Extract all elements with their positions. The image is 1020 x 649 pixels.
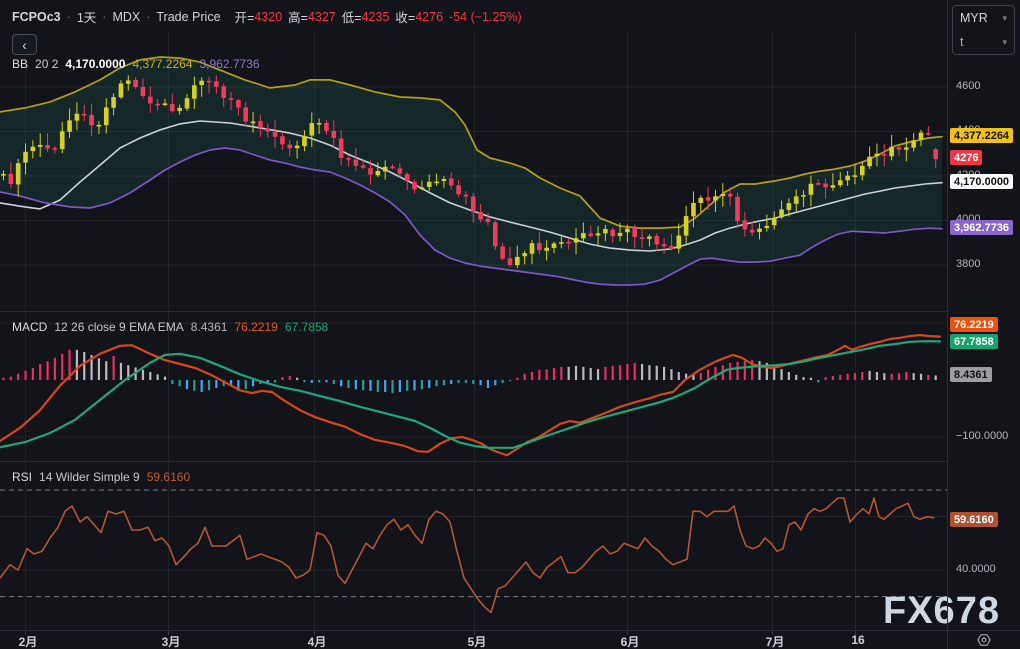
chevron-down-icon: ▾ — [1002, 12, 1007, 23]
pane-dividers — [0, 311, 947, 462]
watermark: FX678 — [883, 590, 1000, 632]
macd-hist-value: 8.4361 — [190, 320, 228, 334]
open-label: 开= — [234, 11, 255, 25]
rsi-line — [0, 497, 935, 614]
macd-legend: MACD 12 26 close 9 EMA EMA 8.4361 76.221… — [12, 320, 328, 334]
time-tick-label: 16 — [851, 633, 865, 647]
close-value: 4276 — [415, 9, 444, 24]
bb-lower-value: 3,962.7736 — [199, 57, 260, 71]
price-axis[interactable]: MYR ▾ t ▾ 46004400420040003800−100.00004… — [947, 0, 1020, 630]
close-label: 收= — [395, 11, 416, 25]
price-tick-label: −100.0000 — [956, 430, 1009, 442]
unit-label: t — [960, 35, 964, 49]
time-tick-label: 6月 — [620, 635, 640, 649]
time-tick-mark — [772, 631, 773, 635]
bb-basis-value: 4,170.0000 — [65, 57, 126, 71]
currency-label: MYR — [960, 11, 988, 25]
bb-basis-badge: 4,170.0000 — [950, 174, 1014, 189]
time-tick-mark — [168, 631, 169, 635]
high-value: 4327 — [307, 9, 336, 24]
bb-legend: BB 20 2 4,170.0000 4,377.2264 3,962.7736 — [12, 57, 260, 71]
rsi-legend-title: RSI — [12, 470, 33, 484]
rsi-legend-params: 14 Wilder Simple 9 — [39, 470, 140, 484]
macd-signal-badge: 67.7858 — [950, 334, 998, 349]
time-tick-mark — [855, 631, 856, 635]
exchange-label: MDX — [112, 9, 141, 24]
bb-upper-badge: 4,377.2264 — [950, 128, 1014, 143]
time-tick-label: 2月 — [18, 635, 38, 649]
axis-settings-button[interactable] — [947, 631, 1020, 649]
separator-dot: · — [66, 9, 71, 24]
open-value: 4320 — [254, 9, 283, 24]
rsi-value: 59.6160 — [146, 470, 191, 484]
symbol-name: FCPOc3 — [12, 9, 61, 24]
time-tick-label: 5月 — [467, 635, 487, 649]
time-tick-mark — [627, 631, 628, 635]
macd-line-badge: 76.2219 — [950, 317, 998, 332]
rsi-badge: 59.6160 — [950, 512, 998, 527]
macd-signal-value: 67.7858 — [284, 320, 329, 334]
rsi-legend: RSI 14 Wilder Simple 9 59.6160 — [12, 470, 190, 484]
low-label: 低= — [341, 11, 362, 25]
hexagon-settings-icon — [977, 634, 991, 646]
macd-legend-title: MACD — [12, 320, 48, 334]
bb-upper-value: 4,377.2264 — [132, 57, 193, 71]
bb-legend-params: 20 2 — [35, 57, 59, 71]
low-value: 4235 — [361, 9, 390, 24]
time-axis[interactable]: 2月 3月 4月 5月 6月 7月 16 — [0, 630, 1020, 649]
time-tick-mark — [474, 631, 475, 635]
change-value: -54 (−1.25%) — [449, 9, 522, 24]
rsi-band-levels — [0, 489, 947, 598]
axis-unit-box: MYR ▾ t ▾ — [952, 5, 1015, 55]
currency-selector[interactable]: MYR ▾ — [953, 6, 1014, 30]
series-type-label: Trade Price — [156, 9, 221, 24]
macd-line-value: 76.2219 — [234, 320, 278, 334]
time-tick-label: 3月 — [161, 635, 181, 649]
separator-dot: · — [146, 9, 151, 24]
time-tick-label: 7月 — [765, 635, 785, 649]
symbol-header: FCPOc3 · 1天 · MDX · Trade Price 开= 4320 高… — [12, 7, 522, 26]
macd-histogram — [2, 349, 937, 394]
bb-legend-title: BB — [12, 57, 29, 71]
separator-dot: · — [102, 9, 107, 24]
macd-lines — [0, 333, 942, 457]
time-tick-label: 4月 — [307, 635, 327, 649]
candles — [1, 75, 938, 269]
back-button[interactable]: ‹ — [12, 34, 37, 55]
price-tick-label: 4600 — [956, 80, 981, 92]
price-tick-label: 3800 — [956, 258, 981, 270]
interval-label: 1天 — [76, 11, 97, 25]
bb-lower-badge: 3,962.7736 — [950, 220, 1014, 235]
macd-legend-params: 12 26 close 9 EMA EMA — [54, 320, 184, 334]
last-price-badge: 4276 — [950, 150, 983, 165]
time-tick-mark — [314, 631, 315, 635]
price-tick-label: 40.0000 — [956, 563, 996, 575]
macd-hist-badge: 8.4361 — [950, 367, 992, 382]
chevron-left-icon: ‹ — [22, 36, 27, 53]
chevron-down-icon: ▾ — [1002, 36, 1007, 47]
time-tick-mark — [25, 631, 26, 635]
unit-selector[interactable]: t ▾ — [953, 30, 1014, 54]
high-label: 高= — [288, 11, 308, 25]
bollinger-bands — [0, 56, 943, 286]
